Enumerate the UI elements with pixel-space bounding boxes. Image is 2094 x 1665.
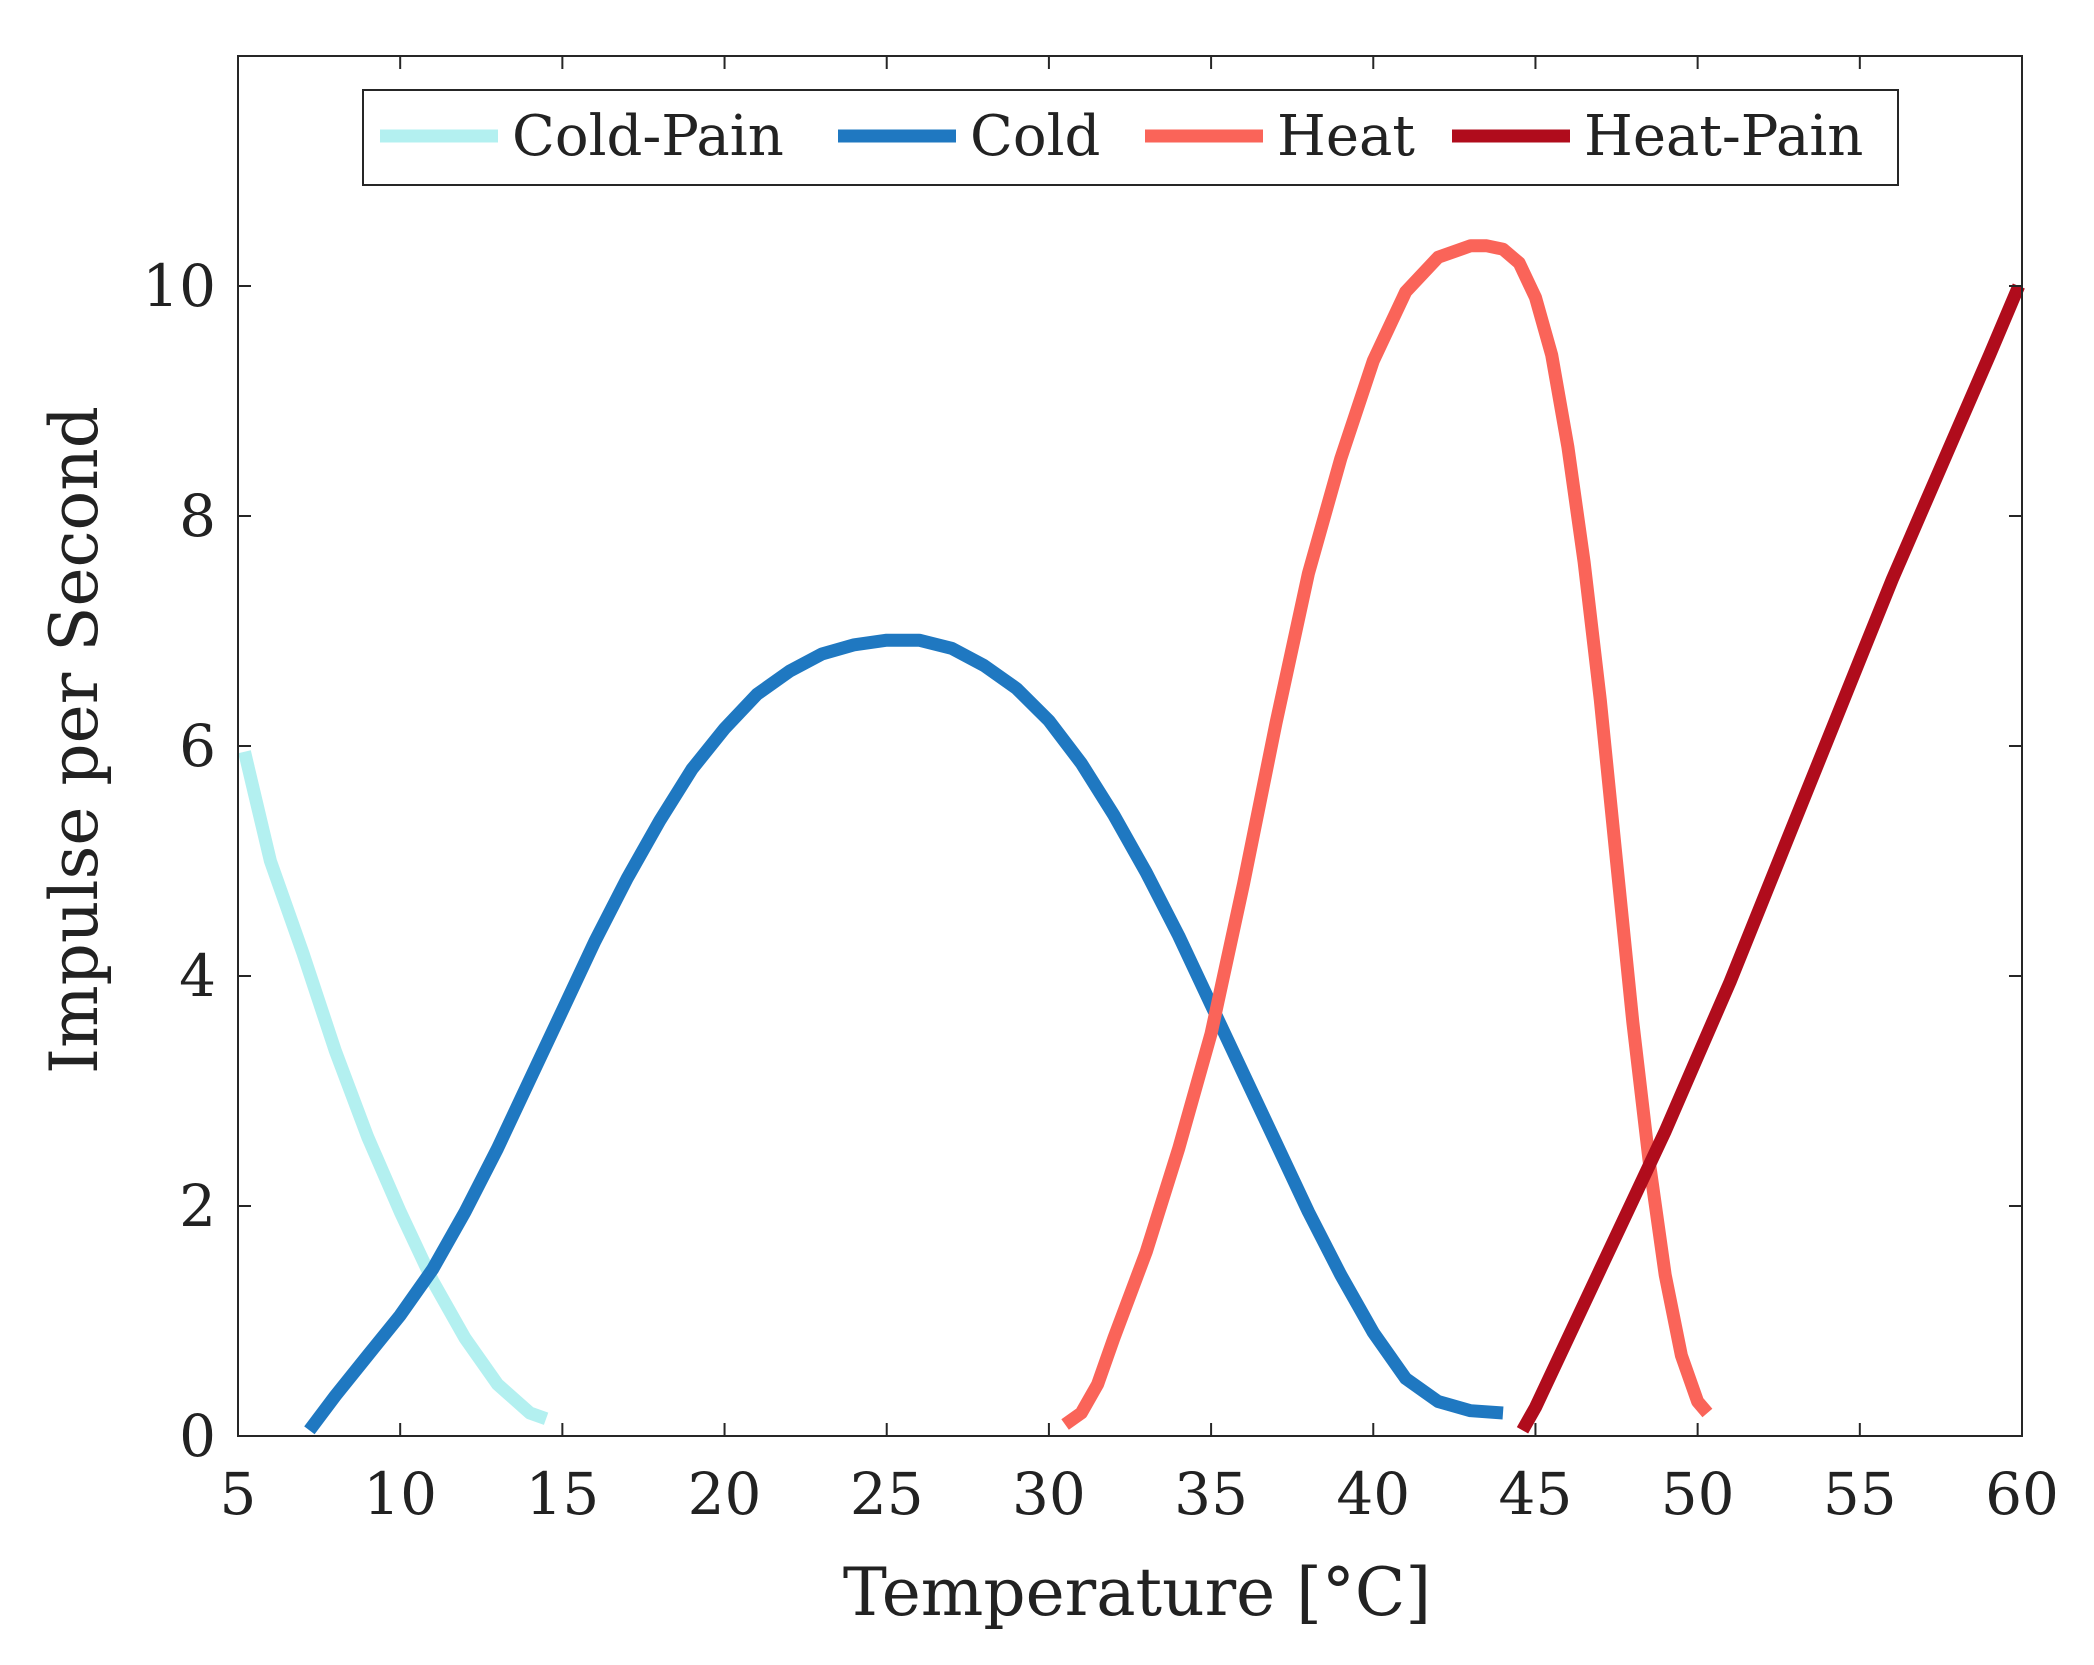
legend-items: Cold-Pain Cold Heat Heat-Pain — [380, 104, 1863, 169]
x-tick-label: 55 — [1823, 1460, 1897, 1528]
series-line-heat-pain — [1516, 283, 2025, 1434]
y-tick-label: 4 — [179, 942, 216, 1010]
x-tick-label: 60 — [1985, 1460, 2059, 1528]
series-line-cold-pain — [238, 750, 549, 1425]
x-tick-label: 15 — [525, 1460, 599, 1528]
x-tick-label: 25 — [850, 1460, 924, 1528]
y-tick-label: 6 — [179, 712, 216, 780]
y-axis-title: Impulse per Second — [36, 406, 113, 1074]
x-tick-label: 10 — [363, 1460, 437, 1528]
legend: Cold-Pain Cold Heat Heat-Pain — [362, 89, 1899, 186]
y-tick-label: 0 — [179, 1402, 216, 1470]
series-line-heat — [1061, 239, 1713, 1430]
legend-label-cold: Cold — [970, 104, 1100, 169]
legend-label-heat-pain: Heat-Pain — [1584, 104, 1863, 169]
x-tick-label: 40 — [1336, 1460, 1410, 1528]
axis-ticks — [237, 56, 2023, 1437]
x-tick-label: 5 — [220, 1460, 257, 1528]
x-tick-label: 30 — [1012, 1460, 1086, 1528]
y-tick-label: 8 — [179, 482, 216, 550]
axis-tick-labels: 5 10 15 20 25 30 35 40 45 50 55 60 0 2 4 6 8 10 — [142, 252, 2059, 1528]
legend-label-cold-pain: Cold-Pain — [512, 104, 784, 169]
legend-box — [362, 89, 1899, 186]
series-layer — [238, 239, 2025, 1435]
x-tick-label: 20 — [688, 1460, 762, 1528]
x-tick-label: 45 — [1499, 1460, 1573, 1528]
x-tick-label: 50 — [1661, 1460, 1735, 1528]
y-tick-label: 10 — [142, 252, 216, 320]
series-line-cold — [304, 633, 1504, 1435]
legend-label-heat: Heat — [1277, 104, 1415, 169]
x-axis-title: Temperature [°C] — [843, 1554, 1431, 1631]
y-tick-label: 2 — [179, 1172, 216, 1240]
x-tick-label: 35 — [1174, 1460, 1248, 1528]
